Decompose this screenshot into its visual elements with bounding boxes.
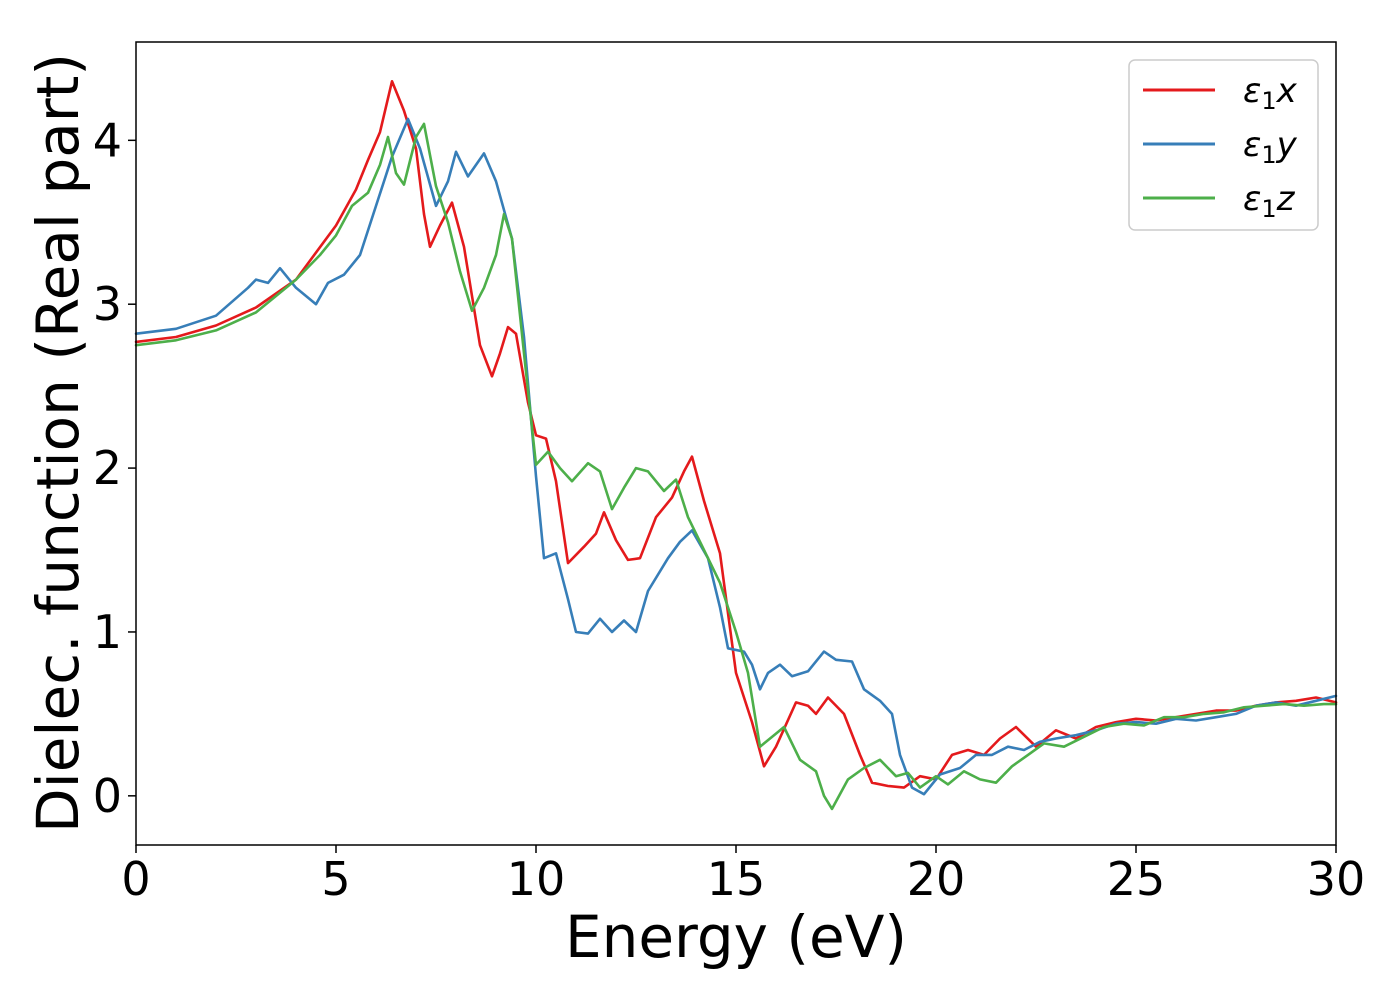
y-tick-label: 0 xyxy=(93,769,122,823)
x-tick-label: 15 xyxy=(707,852,766,906)
x-tick-label: 0 xyxy=(121,852,150,906)
x-tick-label: 5 xyxy=(321,852,350,906)
legend: ε1x ε1y ε1z xyxy=(1128,59,1319,231)
y-axis: 0 1 2 3 4 xyxy=(93,113,136,823)
y-axis-title: Dielec. function (Real part) xyxy=(24,53,92,833)
x-tick-label: 10 xyxy=(507,852,566,906)
legend-label: ε1z xyxy=(1243,179,1296,223)
legend-label: ε1y xyxy=(1243,125,1298,169)
x-axis: 0 5 10 15 20 25 30 xyxy=(121,845,1365,906)
y-tick-label: 4 xyxy=(93,113,122,167)
y-tick-label: 2 xyxy=(93,441,122,495)
x-tick-label: 25 xyxy=(1107,852,1166,906)
legend-box xyxy=(1128,59,1319,231)
y-tick-label: 1 xyxy=(93,605,122,659)
legend-label: ε1x xyxy=(1243,71,1298,115)
x-tick-label: 30 xyxy=(1307,852,1366,906)
y-tick-label: 3 xyxy=(93,277,122,331)
x-tick-label: 20 xyxy=(907,852,966,906)
series-line-3 xyxy=(134,122,1338,811)
x-axis-title: Energy (eV) xyxy=(565,903,907,971)
legend-entries: ε1x ε1y ε1z xyxy=(1143,71,1298,223)
series-layer xyxy=(134,80,1338,811)
